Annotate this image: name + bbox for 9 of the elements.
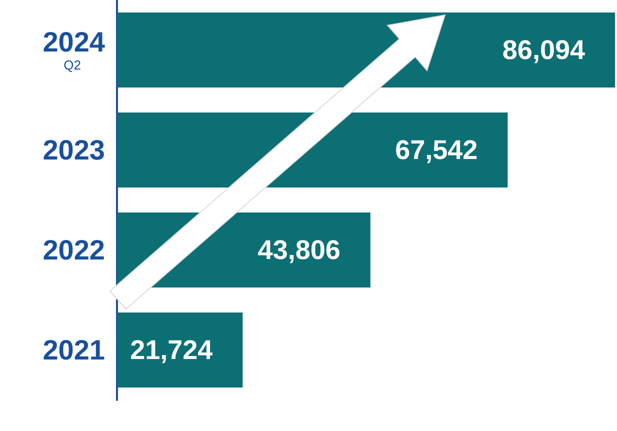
y-tick-label: 2023 — [42, 134, 105, 166]
data-label: 67,542 — [395, 135, 478, 165]
data-label: 43,806 — [258, 235, 340, 265]
y-tick-label: 2022 — [42, 234, 105, 266]
bar — [117, 312, 243, 388]
data-label: 21,724 — [130, 335, 213, 365]
y-tick-label: 2024 Q2 — [42, 26, 106, 72]
y-tick-label: 2021 — [42, 334, 105, 366]
data-label: 86,094 — [502, 35, 585, 65]
